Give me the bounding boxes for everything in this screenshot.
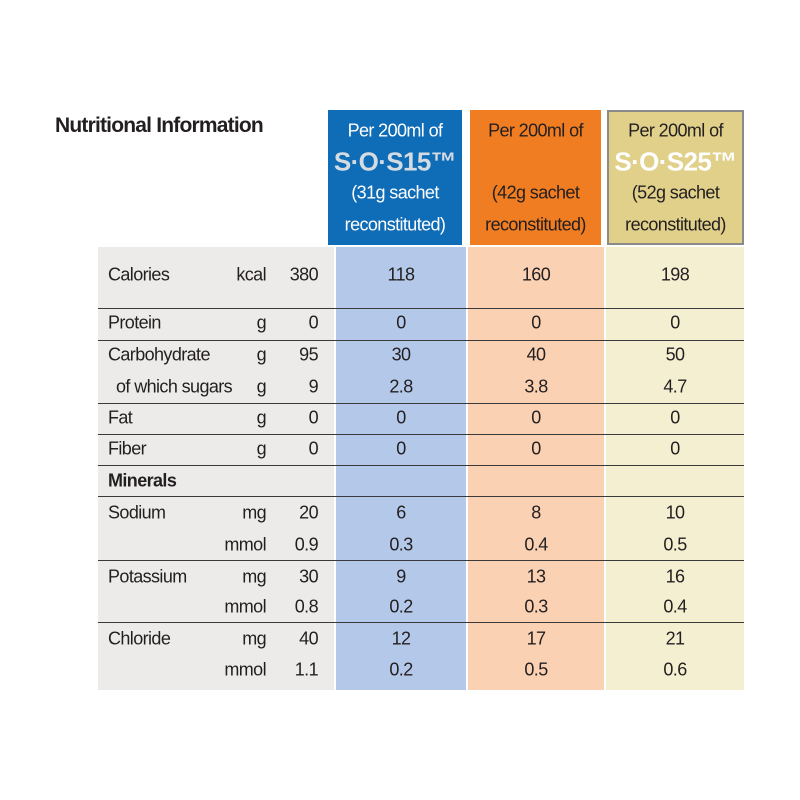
cell-value: 118 <box>387 264 416 285</box>
row-label: Chloride <box>108 628 171 649</box>
cell-value: 160 <box>521 264 551 285</box>
cell-value: 0.6 <box>663 659 687 680</box>
cell-value: 16 <box>665 566 685 587</box>
cell-value: 0.3 <box>524 596 548 617</box>
divider <box>98 434 744 435</box>
divider <box>98 465 744 466</box>
cell-value: 0.2 <box>389 596 413 617</box>
cell-value: 8 <box>531 502 541 523</box>
row-value: 0 <box>308 438 319 459</box>
cell-value: 6 <box>396 502 406 523</box>
cell-value: 4.7 <box>663 376 687 397</box>
cell-value: 0 <box>670 312 680 333</box>
cell-value: 0.5 <box>524 659 548 680</box>
row-value: 0 <box>308 407 319 428</box>
title: Nutritional Information <box>55 114 264 137</box>
cell-value: 50 <box>665 344 685 365</box>
cell-value: 0 <box>396 312 406 333</box>
cell-value: 17 <box>526 628 546 649</box>
header-line: (52g sachet <box>631 182 720 203</box>
row-value: 20 <box>299 502 318 523</box>
cell-value: 0.3 <box>389 534 413 555</box>
header-line: reconstituted) <box>485 214 586 235</box>
row-label: Carbohydrate <box>108 344 210 365</box>
row-unit: mmol <box>224 534 266 555</box>
row-unit: g <box>256 407 267 428</box>
cell-value: 0 <box>396 407 406 428</box>
column-header-bg <box>470 110 601 245</box>
row-label: Calories <box>108 264 170 285</box>
cell-value: 0 <box>531 407 541 428</box>
row-label: Fat <box>108 407 133 428</box>
column-body-bg <box>606 247 744 690</box>
cell-value: 0 <box>531 438 541 459</box>
row-value: 380 <box>289 264 319 285</box>
brand-name: S·O·S25™ <box>614 146 737 177</box>
header-line: reconstituted) <box>344 214 446 235</box>
divider <box>98 308 744 309</box>
divider <box>98 622 744 623</box>
label-column-bg <box>98 247 334 690</box>
cell-value: 3.8 <box>524 376 548 397</box>
row-value: 9 <box>308 376 319 397</box>
cell-value: 2.8 <box>389 376 413 397</box>
row-value: 40 <box>299 628 318 649</box>
header-line: Per 200ml of <box>488 120 583 141</box>
row-unit: mg <box>242 566 266 587</box>
divider <box>98 496 744 497</box>
column-header-bg <box>328 110 462 245</box>
cell-value: 0 <box>396 438 406 459</box>
header-line: (31g sachet <box>351 182 439 203</box>
cell-value: 0 <box>531 312 541 333</box>
row-unit: mg <box>242 628 266 649</box>
header-line: Per 200ml of <box>347 120 443 141</box>
cell-value: 12 <box>391 628 411 649</box>
divider <box>98 403 744 404</box>
row-unit: kcal <box>236 264 266 285</box>
row-value: 0.8 <box>294 596 319 617</box>
cell-value: 198 <box>660 264 690 285</box>
column-body-bg <box>336 247 466 690</box>
cell-value: 0.4 <box>663 596 687 617</box>
column-header-bg <box>607 110 744 245</box>
row-value: 30 <box>299 566 318 587</box>
brand-name: S·O·S15™ <box>333 146 457 177</box>
divider <box>98 340 744 341</box>
row-label: Sodium <box>108 502 166 523</box>
column-body-bg <box>468 247 604 690</box>
row-label: Fiber <box>108 438 147 459</box>
row-unit: g <box>256 438 267 459</box>
row-unit: g <box>256 376 267 397</box>
row-unit: g <box>256 344 267 365</box>
cell-value: 0.2 <box>389 659 413 680</box>
section-heading: Minerals <box>108 470 177 491</box>
cell-value: 9 <box>396 566 406 587</box>
row-value: 95 <box>299 344 318 365</box>
cell-value: 13 <box>526 566 546 587</box>
row-unit: mmol <box>224 659 266 680</box>
header-line: Per 200ml of <box>628 120 723 141</box>
row-value: 1.1 <box>294 659 319 680</box>
cell-value: 0 <box>670 407 680 428</box>
divider <box>98 560 744 561</box>
row-value: 0 <box>308 312 319 333</box>
row-label: Protein <box>108 312 161 333</box>
row-label: of which sugars <box>116 376 233 397</box>
header-line: reconstituted) <box>625 214 726 235</box>
cell-value: 10 <box>665 502 685 523</box>
row-unit: g <box>256 312 267 333</box>
cell-value: 0.4 <box>524 534 548 555</box>
cell-value: 40 <box>526 344 546 365</box>
cell-value: 30 <box>391 344 411 365</box>
cell-value: 0.5 <box>663 534 687 555</box>
row-unit: mg <box>242 502 266 523</box>
row-value: 0.9 <box>294 534 319 555</box>
row-unit: mmol <box>224 596 266 617</box>
row-label: Potassium <box>108 566 187 587</box>
header-line: (42g sachet <box>491 182 580 203</box>
cell-value: 21 <box>665 628 685 649</box>
cell-value: 0 <box>670 438 680 459</box>
